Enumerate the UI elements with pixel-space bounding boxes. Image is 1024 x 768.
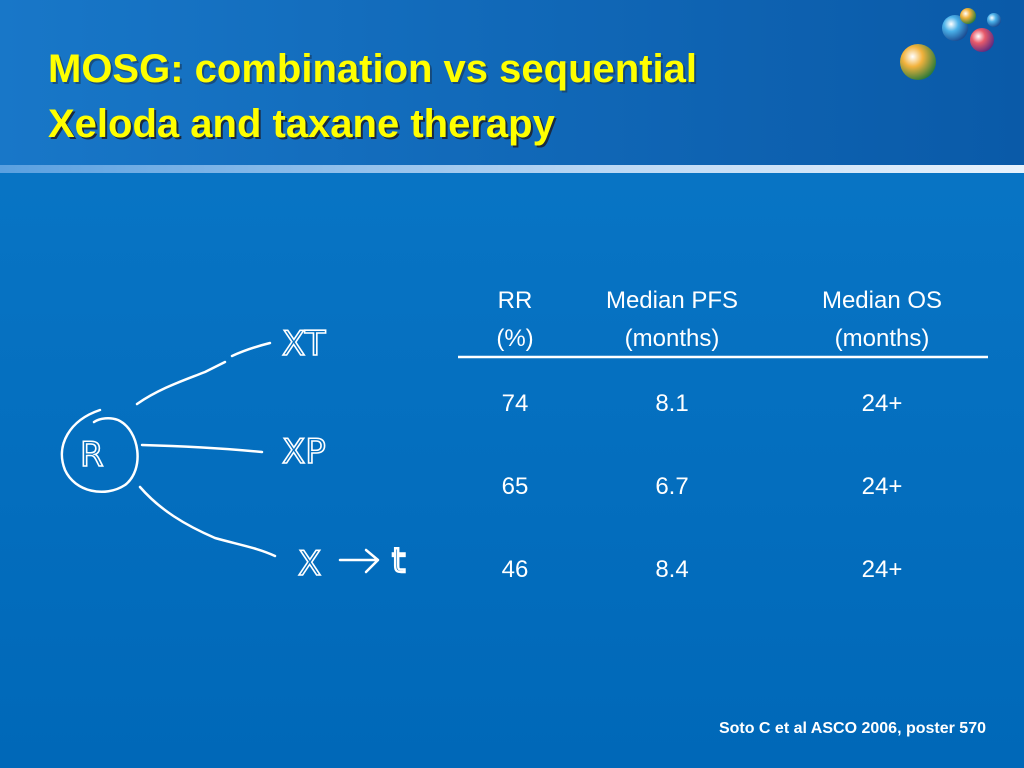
table-cell: 46 [502, 556, 529, 583]
table-cell: 24+ [862, 390, 903, 417]
table-cell: 74 [502, 390, 529, 417]
table: RR (%) Median PFS (months) Median OS (mo… [458, 287, 988, 583]
arm-line [135, 341, 272, 406]
title-shadow: MOSG: combination vs sequential [50, 49, 699, 93]
title-stripe [0, 165, 1024, 173]
start-label: R [80, 435, 104, 475]
column-header: Median OS [822, 287, 942, 314]
column-header: RR [498, 287, 533, 314]
table-cell: 8.1 [655, 390, 688, 417]
title-band [0, 0, 1024, 165]
title: MOSG: combination vs sequential MOSG: co… [48, 47, 699, 148]
column-header: (%) [496, 325, 533, 352]
table-cell: 8.4 [655, 556, 688, 583]
arm-label: XP [282, 432, 326, 472]
arm-label: t [392, 541, 405, 581]
marbles [900, 8, 1001, 80]
title-line: Xeloda and taxane therapy [48, 102, 556, 146]
arm-label: X [298, 544, 321, 584]
table-cell: 24+ [862, 473, 903, 500]
arm-line [138, 485, 277, 558]
citation: Soto C et al ASCO 2006, poster 570 [719, 720, 986, 737]
table-cell: 65 [502, 473, 529, 500]
column-header: (months) [625, 325, 720, 352]
start-circle [60, 408, 139, 494]
arm-line [140, 443, 264, 454]
arrow [338, 548, 380, 574]
diagram: R XT XP X t [60, 323, 407, 585]
table-cell: 24+ [862, 556, 903, 583]
title-shadow: Xeloda and taxane therapy [50, 104, 558, 148]
arm-label: XT [282, 324, 326, 364]
table-cell: 6.7 [655, 473, 688, 500]
column-header: (months) [835, 325, 930, 352]
title-line: MOSG: combination vs sequential [48, 47, 697, 91]
column-header: Median PFS [606, 287, 738, 314]
